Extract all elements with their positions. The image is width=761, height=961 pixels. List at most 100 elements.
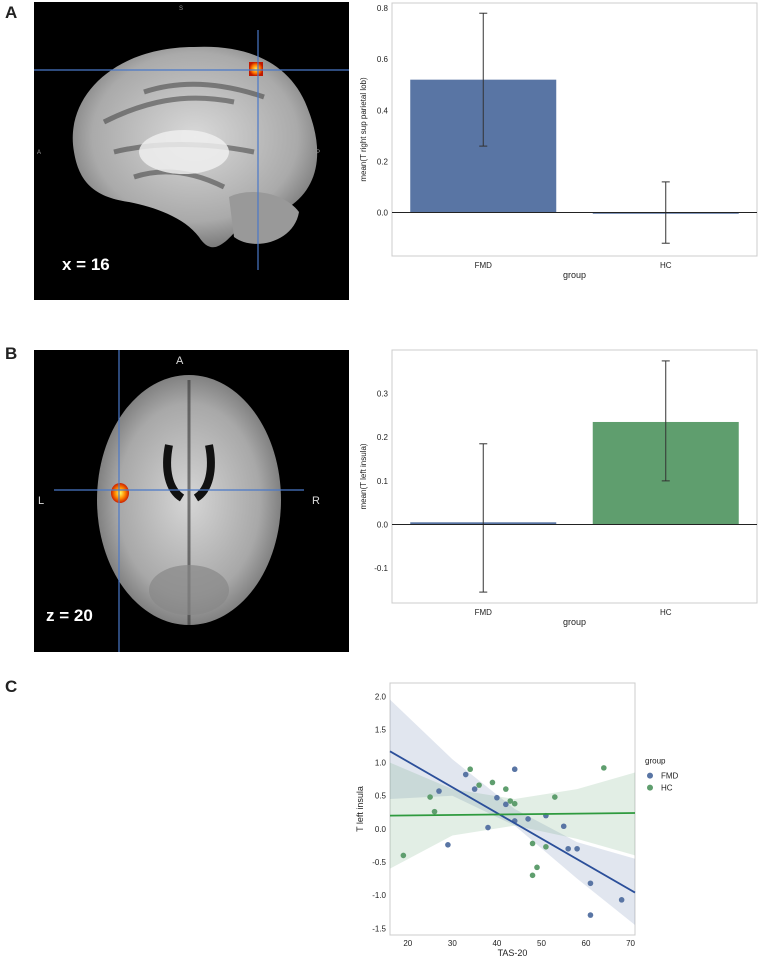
data-point-fmd xyxy=(436,788,442,794)
data-point-fmd xyxy=(618,897,625,903)
regression-line-fmd xyxy=(389,750,636,894)
bar-chart-2: -0.1 0.0 0.1 0.2 0.3 FMD HC group mean(T left in… xyxy=(359,349,758,627)
data-point-fmd xyxy=(511,766,518,773)
bar-chart-1: 0.0 0.2 0.4 0.6 0.8 FMD HC group mean(T right su… xyxy=(359,2,758,280)
y-tick-label: 0.0 xyxy=(375,825,387,834)
panel-label-c: C xyxy=(5,677,18,696)
data-point-fmd xyxy=(494,794,500,801)
x-tick-label: HC xyxy=(660,608,672,617)
activation-cluster-a xyxy=(249,62,263,76)
data-point-fmd xyxy=(574,845,580,852)
data-point-fmd xyxy=(471,786,478,792)
y-tick-label: 2.0 xyxy=(375,692,387,701)
data-point-fmd xyxy=(462,771,469,778)
data-point-fmd xyxy=(445,842,451,848)
confidence-band-fmd xyxy=(390,699,635,926)
y-tick-label: 1.5 xyxy=(375,725,387,734)
cerebellum-shape xyxy=(229,192,299,244)
plot-frame xyxy=(391,2,758,257)
data-point-hc xyxy=(529,872,536,879)
x-tick-label: FMD xyxy=(475,261,493,270)
data-point-hc xyxy=(467,766,473,773)
y-tick-label: -0.5 xyxy=(372,858,386,867)
x-axis-label: group xyxy=(563,270,586,280)
slice-coordinate-label: z = 20 xyxy=(46,606,93,625)
data-point-hc xyxy=(529,840,536,847)
y-axis-label: mean(T left insula) xyxy=(359,443,368,509)
scatter-chart: 20 30 40 50 60 70 -1.5 -1.0 -0.5 0.0 0.5 1.0 1.5 2.0 T… xyxy=(355,682,679,958)
orientation-left-label: A xyxy=(37,150,41,156)
x-tick-label: 30 xyxy=(448,939,457,948)
panel-label-a: A xyxy=(5,3,18,22)
confidence-band-hc xyxy=(390,762,635,869)
sagittal-brain-drawing: S A P xyxy=(34,6,349,270)
lateral-ventricles xyxy=(163,444,215,502)
data-point-fmd xyxy=(503,801,509,808)
data-point-hc xyxy=(534,864,540,871)
y-tick-label: 0.8 xyxy=(377,4,389,13)
y-tick-label: -1.5 xyxy=(372,924,386,933)
x-tick-label: HC xyxy=(660,261,672,270)
y-tick-label: -0.1 xyxy=(374,564,388,573)
data-point-fmd xyxy=(525,816,531,822)
legend-marker-fmd xyxy=(647,772,653,779)
data-point-hc xyxy=(427,794,433,800)
data-point-fmd xyxy=(587,880,594,887)
regression-line-hc xyxy=(389,812,636,817)
axial-brain-drawing: A L R xyxy=(38,350,320,652)
y-axis-label: T left insula xyxy=(355,786,365,832)
data-point-hc xyxy=(552,794,558,800)
data-point-fmd xyxy=(565,845,571,852)
slice-coordinate-label: x = 16 xyxy=(62,255,110,274)
legend-marker-hc xyxy=(647,784,653,791)
data-point-hc xyxy=(489,779,496,786)
data-point-hc xyxy=(601,765,607,771)
legend-label-fmd: FMD xyxy=(661,772,679,781)
sagittal-brain-image: S A P x = 16 xyxy=(34,2,349,300)
y-tick-label: 0.5 xyxy=(375,792,387,801)
orientation-top-label: A xyxy=(176,355,184,367)
x-axis-label: group xyxy=(563,617,586,627)
panel-label-b: B xyxy=(5,344,18,363)
orientation-right-label: R xyxy=(312,495,320,507)
y-tick-label: 0.4 xyxy=(377,106,389,115)
y-tick-label: 1.0 xyxy=(375,759,387,768)
data-point-hc xyxy=(503,786,509,792)
data-point-hc xyxy=(400,852,407,859)
y-tick-label: -1.0 xyxy=(372,891,386,900)
x-axis-label: TAS-20 xyxy=(498,948,528,958)
y-tick-label: 0.3 xyxy=(377,390,389,399)
plot-frame xyxy=(391,349,758,604)
y-axis-label: mean(T right sup parietal lob) xyxy=(359,77,368,182)
axial-brain-image: A L R z = 20 xyxy=(34,350,349,652)
x-tick-label: 70 xyxy=(626,939,635,948)
activation-cluster-b xyxy=(111,483,129,503)
x-tick-label: 20 xyxy=(403,939,412,948)
corpus-callosum xyxy=(139,130,229,174)
data-point-hc xyxy=(511,800,518,807)
y-tick-label: 0.2 xyxy=(377,157,389,166)
x-tick-label: 60 xyxy=(582,939,591,948)
occipital-region xyxy=(149,565,229,615)
x-tick-label: 40 xyxy=(492,939,501,948)
legend-title: group xyxy=(645,757,666,766)
orientation-top-label: S xyxy=(179,6,183,12)
legend-label-hc: HC xyxy=(661,784,673,793)
y-tick-label: 0.1 xyxy=(377,477,389,486)
orientation-left-label: L xyxy=(38,495,44,507)
y-tick-label: 0.0 xyxy=(377,520,389,529)
data-point-fmd xyxy=(560,823,567,830)
data-point-hc xyxy=(476,782,482,788)
data-point-fmd xyxy=(587,912,594,918)
orientation-right-label: P xyxy=(316,150,320,156)
x-tick-label: FMD xyxy=(475,608,493,617)
data-point-hc xyxy=(507,798,514,804)
y-tick-label: 0.6 xyxy=(377,55,389,64)
plot-frame xyxy=(389,682,636,936)
data-point-fmd xyxy=(485,824,491,831)
y-tick-label: 0.0 xyxy=(377,209,389,218)
data-point-hc xyxy=(431,808,438,815)
data-point-hc xyxy=(543,844,549,850)
x-tick-label: 50 xyxy=(537,939,546,948)
